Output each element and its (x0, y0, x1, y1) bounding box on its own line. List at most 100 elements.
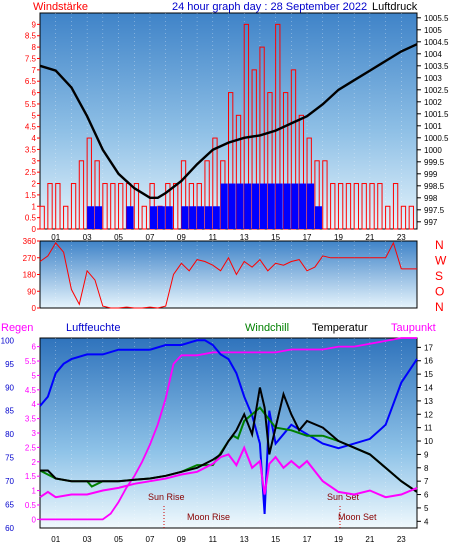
humidity-axis-tick: 65 (5, 501, 14, 510)
hour-label: 07 (146, 535, 155, 544)
wind-speed-bar (322, 160, 328, 230)
temperature-axis-tick: 13 (424, 397, 433, 406)
panel1-hour-labels: 01 03 05 07 09 11 13 15 17 19 21 23 (51, 233, 406, 242)
temperature-axis-tick: 5 (424, 504, 429, 513)
wind-axis-tick: 6.5 (25, 77, 37, 86)
direction-axis-tick: 0 (32, 304, 37, 313)
wind-direction-axis: 0 90 180 270 360 (23, 237, 40, 313)
hour-label: 05 (114, 535, 123, 544)
hour-label: 23 (397, 535, 406, 544)
hour-label: 09 (177, 233, 186, 242)
wind-gust-bar (220, 183, 228, 229)
wind-speed-bar (39, 205, 45, 230)
wind-gust-bar (299, 183, 307, 229)
rain-axis-tick: 2.5 (25, 443, 37, 452)
wind-axis-tick: 1 (32, 202, 37, 211)
wind-speed-bar (70, 183, 77, 230)
hour-label: 21 (365, 535, 374, 544)
wind-speed-bar (63, 205, 69, 230)
temperature-axis-tick: 7 (424, 477, 429, 486)
wind-axis-tick: 3 (32, 157, 37, 166)
wind-axis-tick: 7 (32, 66, 37, 75)
wind-axis-tick: 2 (32, 180, 37, 189)
rain-axis-tick: 2 (32, 458, 37, 467)
temperature-axis-tick: 11 (424, 424, 433, 433)
humidity-axis-tick: 100 (1, 336, 15, 345)
rain-axis-tick: 6 (32, 343, 37, 352)
pressure-axis-tick: 1001 (424, 122, 442, 131)
humidity-series-line (39, 339, 418, 514)
humidity-axis-tick: 80 (5, 430, 14, 439)
direction-axis-tick: 270 (23, 254, 37, 263)
wind-direction-series-line (39, 241, 417, 309)
legend-luftfeuchte: Luftfeuchte (66, 322, 120, 334)
rain-axis-tick: 4.5 (25, 386, 37, 395)
hour-label: 13 (240, 233, 249, 242)
wind-axis-tick: 7.5 (25, 54, 37, 63)
pressure-axis: 997 997.5 998 998.5 999 999.5 1000 1000.5 1001 10… (417, 14, 449, 227)
hour-label: 21 (365, 233, 374, 242)
wind-gust-bar (228, 183, 236, 229)
wind-speed-bar (110, 183, 116, 230)
pressure-axis-tick: 997 (424, 218, 438, 227)
direction-axis-tick: 180 (23, 271, 37, 280)
humidity-axis: 60 65 70 75 80 85 90 95 100 (1, 336, 15, 533)
header-center: 24 hour graph day : 28 September 2022 (172, 1, 367, 13)
pressure-axis-tick: 1001.5 (424, 110, 449, 119)
wind-speed-bar (353, 183, 359, 230)
hour-label: 17 (303, 233, 312, 242)
pressure-axis-tick: 1005 (424, 26, 442, 35)
rain-axis: 0 0.5 1 1.5 2 2.5 3 3.5 4 4.5 5 5.5 6 (25, 343, 40, 524)
rain-axis-tick: 0.5 (25, 501, 37, 510)
wind-gust-bar (307, 183, 315, 229)
hour-label: 13 (240, 535, 249, 544)
wind-axis-tick: 4.5 (25, 123, 37, 132)
pressure-axis-tick: 997.5 (424, 206, 445, 215)
rain-axis-tick: 5 (32, 371, 37, 380)
wind-gust-bar (275, 183, 283, 229)
wind-speed-bar (337, 183, 344, 230)
humidity-axis-tick: 60 (5, 524, 14, 533)
pressure-axis-tick: 998.5 (424, 182, 445, 191)
wind-speed-bar (133, 183, 140, 230)
pressure-axis-tick: 1002.5 (424, 86, 449, 95)
pressure-axis-tick: 1003.5 (424, 62, 449, 71)
temperature-axis-tick: 10 (424, 437, 433, 446)
wind-gust-bar (189, 206, 197, 229)
rain-series-line (40, 337, 417, 521)
hour-label: 15 (271, 535, 280, 544)
wind-speed-axis: 0 0.5 1 1.5 2 2.5 3 3.5 4 4.5 5 5.5 6 6.5 7 7.5 8 8.5 9 (25, 20, 40, 234)
temperature-axis-tick: 6 (424, 491, 429, 500)
sun-set-label: Sun Set (327, 492, 360, 502)
dewpoint-series-line (39, 445, 418, 499)
compass-label: S (435, 269, 443, 283)
wind-speed-bar (377, 183, 383, 230)
wind-gust-bar (157, 206, 165, 229)
wind-axis-tick: 5.5 (25, 100, 37, 109)
compass-label: N (435, 300, 444, 314)
pressure-axis-tick: 1002 (424, 98, 442, 107)
pressure-axis-tick: 1004.5 (424, 38, 449, 47)
wind-axis-tick: 8.5 (25, 32, 37, 41)
rain-axis-tick: 5.5 (25, 357, 37, 366)
temperature-axis-tick: 16 (424, 357, 433, 366)
wind-gust-bar (94, 206, 103, 229)
wind-gust-bar (212, 206, 220, 229)
wind-speed-bar (102, 183, 108, 230)
temperature-series-line (40, 387, 418, 493)
wind-gust-bar (181, 206, 189, 229)
wind-axis-tick: 0.5 (25, 214, 37, 223)
wind-axis-tick: 6 (32, 89, 37, 98)
wind-speed-bar (392, 183, 399, 230)
temperature-axis-tick: 9 (424, 450, 429, 459)
compass-label: N (435, 238, 444, 252)
wind-speed-bar (118, 183, 124, 230)
hour-label: 09 (177, 535, 186, 544)
hour-label: 01 (51, 233, 60, 242)
wind-speed-bar (400, 205, 407, 230)
humidity-axis-tick: 85 (5, 407, 14, 416)
panel-wind-direction (39, 240, 418, 309)
wind-axis-tick: 8 (32, 43, 37, 52)
wind-speed-bar (78, 160, 85, 230)
